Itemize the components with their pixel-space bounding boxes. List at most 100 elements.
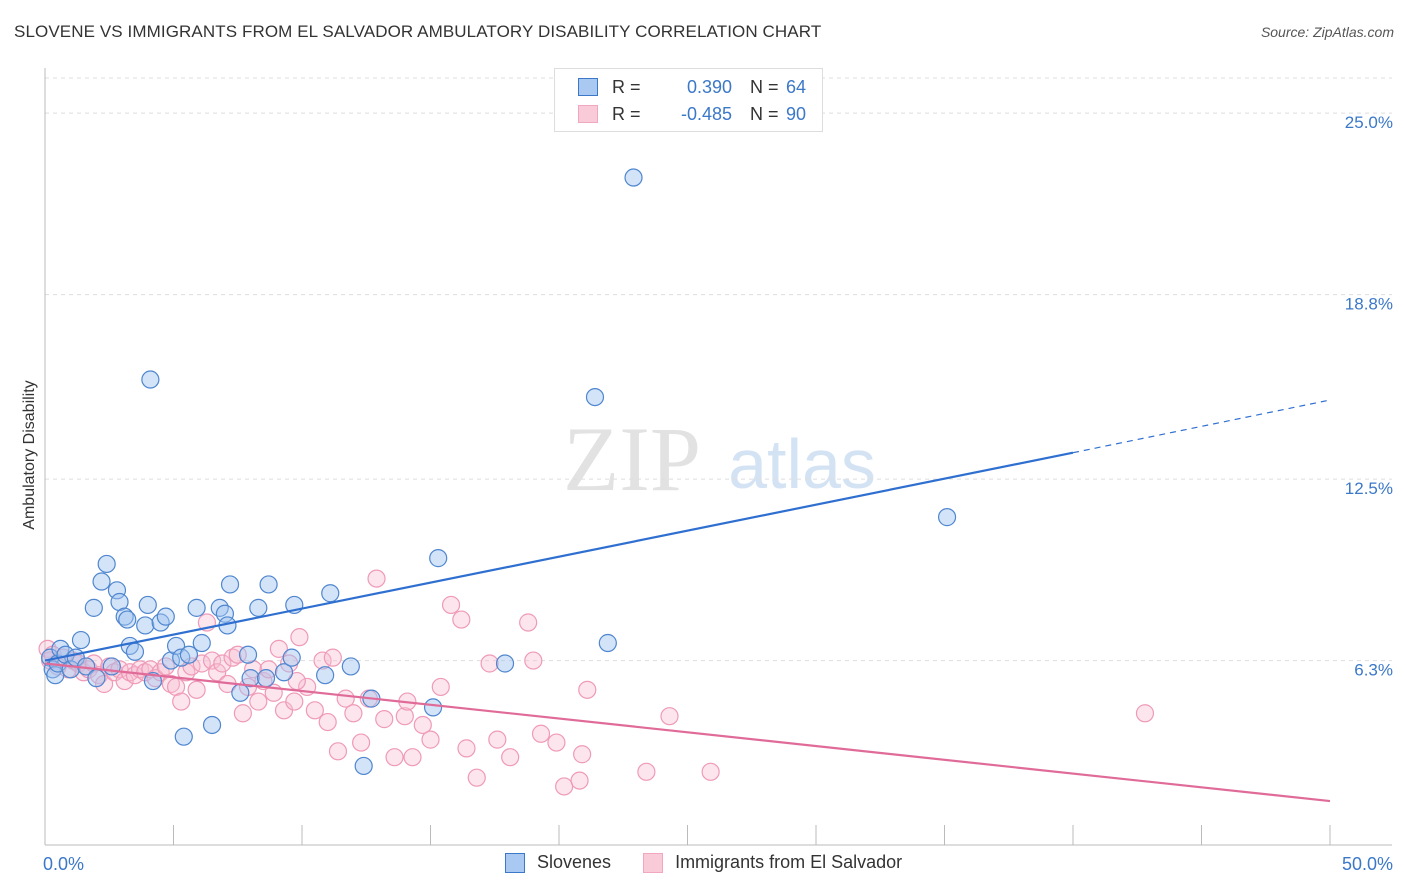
slovene-point — [115, 607, 134, 626]
correlation-legend: R = 0.390 N = 64 R = -0.485 N = 90 — [554, 68, 823, 132]
slovene-point — [215, 604, 234, 623]
series-legend: Slovenes Immigrants from El Salvador — [505, 852, 934, 873]
legend-n-label: N = — [750, 103, 779, 124]
legend-swatch-pink — [578, 105, 598, 123]
el-salvador-point — [578, 680, 597, 699]
y-tick-label: 6.3% — [1354, 661, 1393, 680]
slovene-point — [156, 607, 175, 626]
legend-row-slovenes: R = 0.390 N = 64 — [555, 72, 806, 102]
el-salvador-point — [228, 645, 247, 664]
el-salvador-point — [570, 771, 589, 790]
slovene-point — [136, 616, 155, 635]
el-salvador-point — [156, 657, 175, 676]
slovene-point — [125, 642, 145, 661]
legend-n-value: 64 — [786, 76, 807, 97]
legend-swatch-blue — [578, 78, 598, 96]
slovene-point — [97, 554, 116, 574]
legend-r-value: 0.390 — [686, 76, 732, 97]
slovene-point — [84, 598, 103, 617]
x-tick-label: 50.0% — [1342, 854, 1393, 874]
el-salvador-point — [323, 648, 342, 667]
slovene-point — [256, 669, 276, 688]
el-salvador-point — [573, 745, 592, 764]
slovene-point — [138, 595, 157, 615]
el-salvador-point — [395, 707, 414, 726]
slovene-point — [598, 633, 617, 653]
slovene-point — [71, 630, 91, 650]
el-salvador-point — [233, 704, 252, 723]
slovene-point — [341, 657, 360, 676]
el-salvador-point — [187, 680, 206, 699]
el-salvador-point — [285, 692, 304, 711]
el-salvador-point — [213, 654, 232, 673]
watermark-atlas: atlas — [728, 425, 876, 503]
el-salvador-point — [413, 715, 432, 735]
el-salvador-point — [452, 610, 471, 629]
slovene-point — [118, 610, 137, 629]
legend-r-label: R = — [612, 103, 641, 124]
el-salvador-point — [375, 710, 394, 729]
el-salvador-point — [249, 692, 268, 711]
el-salvador-point — [547, 733, 566, 752]
legend-r-label: R = — [612, 76, 641, 97]
legend-row-el-salvador: R = -0.485 N = 90 — [555, 99, 806, 129]
slovene-point — [585, 387, 605, 407]
legend-swatch-blue — [505, 852, 525, 873]
el-salvador-point — [467, 768, 486, 787]
el-salvador-point — [192, 654, 211, 673]
watermark-zip: ZIP — [563, 408, 701, 510]
el-salvador-point — [441, 595, 461, 615]
slovene-point — [107, 581, 127, 600]
series-legend-el-salvador: Immigrants from El Salvador — [643, 852, 902, 873]
slovene-point — [179, 645, 199, 664]
el-salvador-point — [637, 762, 656, 781]
slovene-point — [249, 598, 268, 617]
el-salvador-point — [421, 730, 440, 749]
el-salvador-point — [519, 613, 538, 632]
y-axis-label: Ambulatory Disability — [21, 380, 38, 530]
slovene-point — [220, 575, 240, 594]
slovene-point — [274, 663, 294, 682]
y-tick-label: 12.5% — [1345, 479, 1393, 498]
legend-n-label: N = — [750, 76, 779, 97]
slovene-point — [192, 633, 211, 653]
slovene-point — [321, 584, 340, 603]
el-salvador-point — [501, 748, 520, 767]
el-salvador-point — [269, 639, 288, 658]
slovene-point — [87, 669, 106, 688]
series-legend-label: Immigrants from El Salvador — [675, 852, 903, 872]
slovene-point — [624, 168, 643, 187]
slovene-point — [354, 756, 373, 776]
slovene-point — [141, 370, 160, 389]
slovene-trend-line — [44, 451, 1074, 662]
el-salvador-point — [313, 651, 332, 670]
slovene-point — [316, 666, 335, 685]
el-salvador-point — [488, 730, 507, 749]
el-salvador-point — [431, 677, 450, 697]
el-salvador-trend-line — [44, 662, 1331, 803]
el-salvador-point — [457, 739, 476, 758]
el-salvador-point — [305, 701, 324, 720]
x-tick-label: 0.0% — [43, 854, 84, 874]
el-salvador-point — [172, 692, 191, 711]
slovene-trend-extension — [1072, 399, 1331, 454]
slovene-point — [495, 654, 515, 673]
legend-swatch-pink — [643, 852, 664, 873]
slovene-point — [151, 613, 170, 632]
chart-title: SLOVENE VS IMMIGRANTS FROM EL SALVADOR A… — [14, 22, 822, 41]
el-salvador-point — [403, 748, 422, 767]
el-salvador-point — [480, 654, 499, 673]
slovene-point — [282, 648, 301, 667]
series-legend-label: Slovenes — [537, 852, 612, 872]
slovene-point — [210, 598, 229, 617]
source-label: Source: ZipAtlas.com — [1260, 24, 1394, 40]
el-salvador-point — [344, 704, 363, 723]
legend-r-value: -0.485 — [680, 103, 732, 124]
el-salvador-point — [367, 569, 386, 588]
el-salvador-point — [555, 777, 574, 796]
series-legend-slovenes: Slovenes — [505, 852, 611, 873]
el-salvador-point — [385, 748, 404, 767]
legend-n-value: 90 — [786, 103, 807, 124]
slovene-point — [238, 645, 258, 664]
